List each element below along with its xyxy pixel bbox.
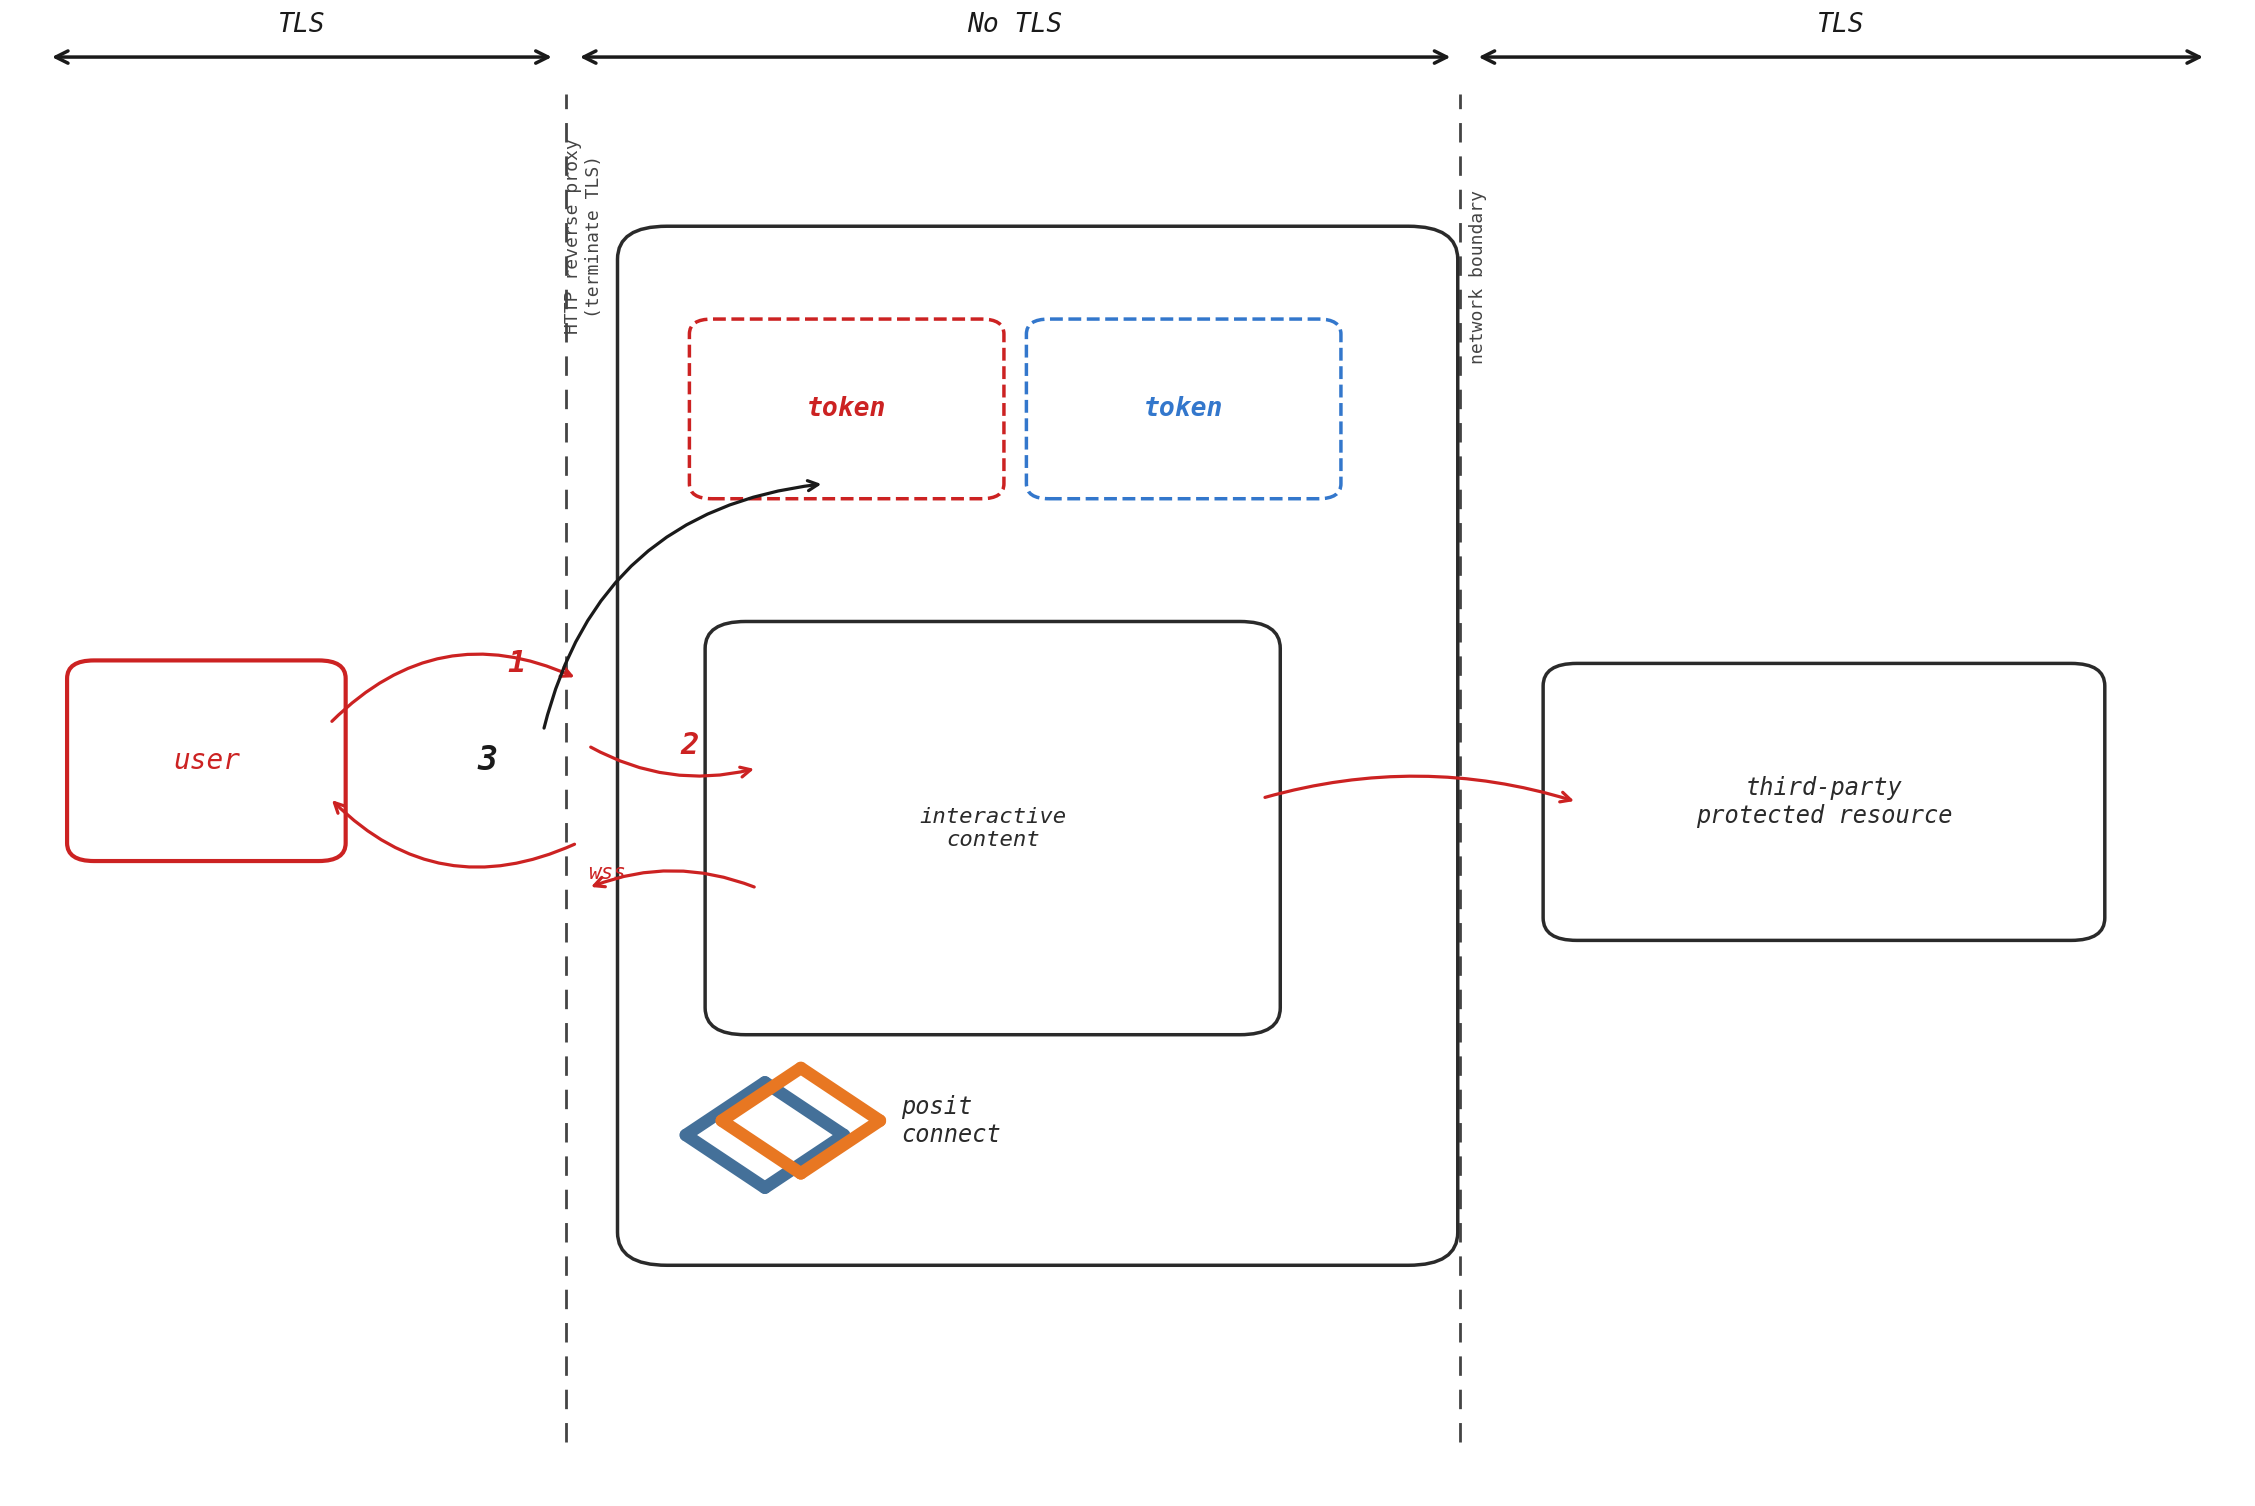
Text: network boundary: network boundary	[1468, 190, 1486, 364]
Text: wss: wss	[589, 863, 627, 883]
Text: token: token	[1143, 396, 1224, 422]
Text: 1: 1	[507, 649, 525, 678]
FancyBboxPatch shape	[706, 622, 1281, 1035]
Text: 2: 2	[681, 732, 699, 761]
FancyBboxPatch shape	[1542, 664, 2104, 940]
Text: TLS: TLS	[277, 12, 325, 38]
Text: interactive
content: interactive content	[920, 807, 1067, 849]
Text: TLS: TLS	[1818, 12, 1865, 38]
Text: third-party
protected resource: third-party protected resource	[1696, 776, 1953, 828]
FancyBboxPatch shape	[618, 226, 1457, 1265]
Text: user: user	[174, 747, 239, 774]
Text: token: token	[807, 396, 886, 422]
FancyBboxPatch shape	[1026, 319, 1342, 498]
Text: No TLS: No TLS	[967, 12, 1062, 38]
Text: 3: 3	[478, 744, 498, 777]
Text: posit
connect: posit connect	[902, 1095, 1001, 1146]
FancyBboxPatch shape	[68, 661, 345, 861]
Text: HTTP reverse proxy
(terminate TLS): HTTP reverse proxy (terminate TLS)	[564, 139, 602, 334]
FancyBboxPatch shape	[690, 319, 1003, 498]
